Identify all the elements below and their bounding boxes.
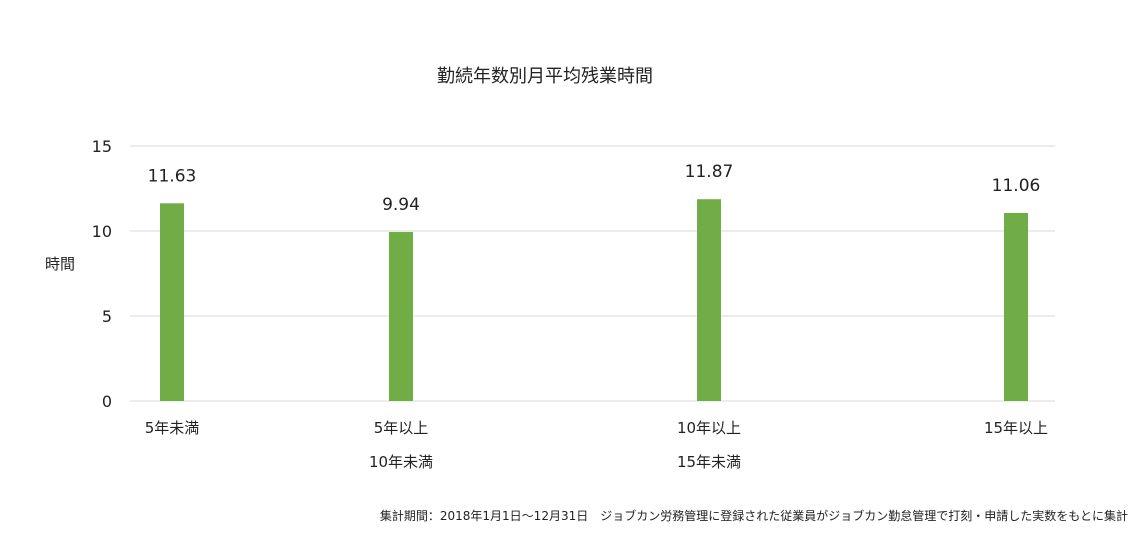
x-tick-label: 15年以上	[984, 419, 1048, 437]
y-tick-label: 0	[102, 392, 112, 411]
bar	[697, 199, 721, 401]
data-labels: 11.63 9.94 11.87 11.06	[148, 162, 1041, 215]
x-tick-label: 10年未満	[369, 453, 433, 471]
footnote: 集計期間：2018年1月1日～12月31日 ジョブカン労務管理に登録された従業員…	[380, 508, 1128, 523]
x-tick-label: 5年未満	[145, 419, 200, 437]
x-axis-categories: 5年未満 5年以上 10年未満 10年以上 15年未満 15年以上	[145, 419, 1048, 471]
y-axis-ticks: 0 5 10 15	[92, 137, 112, 411]
data-label: 11.06	[992, 176, 1041, 196]
x-tick-label: 5年以上	[374, 419, 429, 437]
y-tick-label: 15	[92, 137, 112, 156]
chart-title: 勤続年数別月平均残業時間	[437, 66, 653, 87]
data-label: 11.63	[148, 166, 197, 186]
bars	[160, 199, 1028, 401]
bar	[389, 232, 413, 401]
y-axis-label: 時間	[45, 255, 75, 273]
y-tick-label: 10	[92, 222, 112, 241]
bar	[160, 203, 184, 401]
data-label: 9.94	[382, 195, 420, 215]
gridlines	[130, 145, 1055, 402]
bar	[1004, 212, 1028, 401]
data-label: 11.87	[685, 162, 734, 182]
y-tick-label: 5	[102, 307, 112, 326]
x-tick-label: 15年未満	[677, 453, 741, 471]
x-tick-label: 10年以上	[677, 419, 741, 437]
